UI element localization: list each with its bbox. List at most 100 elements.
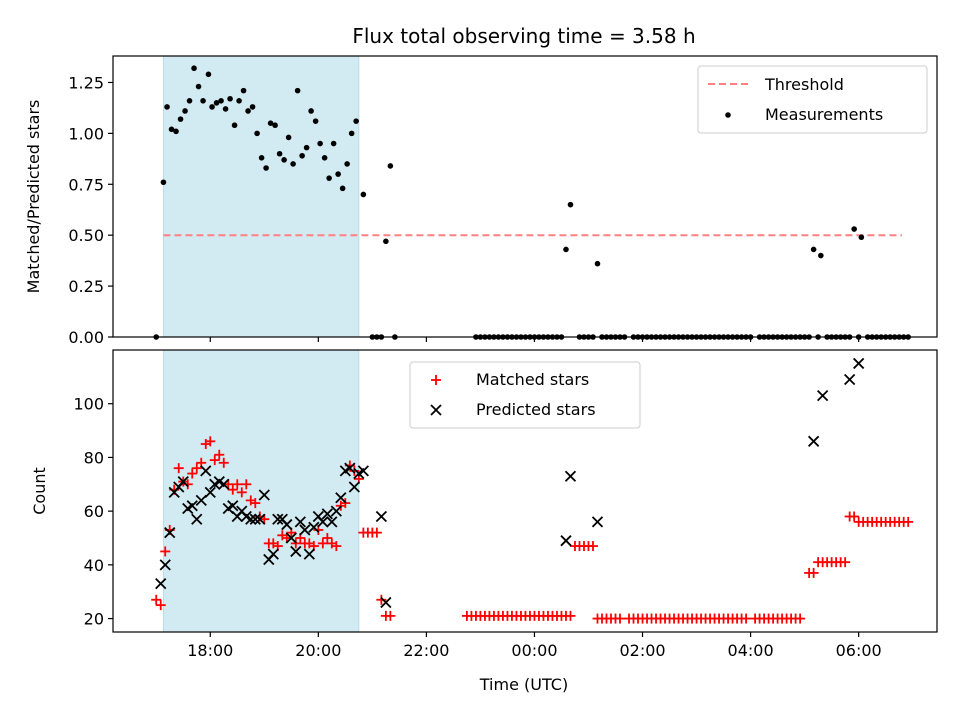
matched-star-point: [840, 557, 851, 568]
measurement-point: [858, 234, 865, 241]
measurement-point: [348, 130, 355, 137]
measurement-point: [303, 144, 310, 151]
predicted-star-point: [267, 548, 279, 560]
measurement-point: [281, 157, 287, 163]
measurement-point: [160, 179, 167, 186]
legend-matched-label: Matched stars: [476, 370, 589, 389]
predicted-star-point: [303, 548, 315, 560]
predicted-star-point: [191, 513, 203, 525]
predicted-star-point: [375, 510, 387, 523]
matched-star-point: [182, 479, 193, 490]
matched-star-point: [741, 613, 752, 624]
matched-star-point: [227, 484, 238, 495]
measurement-point: [177, 116, 184, 122]
predicted-star-point: [285, 532, 297, 544]
measurement-point: [567, 201, 574, 208]
matched-star-point: [903, 516, 914, 527]
legend-measurements-label: Measurements: [765, 105, 883, 124]
matched-star-point: [349, 465, 360, 476]
ratio-y-tick-label: 0.75: [68, 175, 104, 194]
count-y-tick-label: 40: [84, 556, 104, 575]
measurement-point: [360, 191, 367, 198]
matched-star-point: [565, 610, 576, 621]
measurement-point: [308, 108, 314, 114]
measurement-point: [563, 246, 569, 253]
predicted-star-point: [348, 481, 360, 493]
count-panel: 20 40 60 80 100 18:00 20:00 22:00 00:00 02:00 04:…: [30, 349, 938, 694]
ratio-legend: Threshold Measurements: [697, 65, 928, 134]
measurement-point: [263, 165, 269, 171]
matched-star-point: [160, 546, 171, 557]
measurement-point: [353, 118, 359, 124]
measurement-point: [383, 238, 389, 245]
measurement-point: [182, 108, 188, 114]
count-y-ticks: 20 40 60 80 100: [73, 395, 113, 629]
measurement-point: [276, 150, 283, 157]
measurement-point: [321, 155, 328, 161]
measurement-point: [851, 226, 857, 232]
count-y-tick-label: 100: [73, 395, 104, 414]
matched-star-point: [849, 511, 860, 522]
measurement-point: [818, 252, 824, 259]
x-tick-label: 18:00: [187, 641, 233, 660]
matched-star-point: [187, 468, 198, 479]
predicted-star-point: [290, 545, 302, 558]
measurement-point: [335, 171, 341, 177]
measurement-point: [213, 100, 220, 106]
matched-star-point: [385, 610, 396, 621]
legend-measurement-swatch: [725, 112, 731, 118]
matched-star-point: [331, 541, 342, 552]
measurement-point: [810, 246, 817, 253]
figure-title: Flux total observing time = 3.58 h: [352, 24, 695, 48]
measurement-point: [294, 87, 301, 94]
measurement-point: [594, 260, 601, 267]
x-tick-label: 06:00: [836, 641, 882, 660]
count-legend: Matched stars Predicted stars: [409, 361, 641, 429]
measurement-point: [344, 161, 350, 167]
predicted-star-point: [159, 559, 171, 571]
measurement-point: [249, 104, 256, 110]
measurement-point: [299, 152, 305, 159]
x-tick-label: 02:00: [619, 641, 665, 660]
matched-star-point: [587, 541, 598, 552]
matched-star-point: [376, 594, 387, 605]
matched-star-point: [322, 533, 333, 543]
count-y-tick-label: 20: [84, 610, 104, 629]
measurement-point: [168, 126, 175, 133]
predicted-star-point: [155, 578, 167, 590]
matched-star-point: [191, 463, 202, 474]
predicted-star-point: [591, 516, 604, 528]
ratio-x-ticks: [209, 337, 860, 342]
predicted-star-point: [326, 516, 338, 528]
time-x-label: Time (UTC): [479, 675, 568, 694]
predicted-star-point: [564, 470, 577, 482]
measurement-point: [240, 87, 247, 94]
measurement-point: [317, 140, 323, 147]
predicted-star-point: [308, 521, 320, 533]
measurement-point: [245, 108, 251, 114]
measurement-point: [267, 120, 274, 126]
legend-predicted-label: Predicted stars: [476, 400, 596, 419]
predicted-star-point: [204, 486, 216, 498]
ratio-y-tick-label: 0.50: [68, 226, 104, 245]
measurement-point: [339, 185, 346, 192]
predicted-star-point: [853, 357, 865, 370]
count-y-label: Count: [30, 467, 49, 515]
matched-star-point: [371, 527, 382, 538]
measurement-point: [218, 97, 224, 104]
predicted-star-point: [195, 494, 207, 507]
matched-star-point: [232, 479, 243, 490]
predicted-star-point: [317, 516, 329, 528]
matched-star-point: [214, 449, 225, 460]
predicted-star-point: [272, 513, 284, 525]
ratio-y-tick-label: 0.25: [68, 277, 104, 296]
x-tick-label: 22:00: [403, 641, 449, 660]
predicted-star-point: [299, 524, 311, 536]
ratio-panel: 0.00 0.25 0.50 0.75 1.00 1.25 Matched/Predict…: [24, 55, 938, 347]
measurement-point: [272, 122, 278, 129]
predicted-star-point: [249, 513, 261, 525]
measurement-point: [312, 118, 319, 124]
ratio-axes-frame: [112, 55, 938, 338]
predicted-star-point: [357, 465, 369, 477]
measurement-point: [258, 155, 265, 161]
